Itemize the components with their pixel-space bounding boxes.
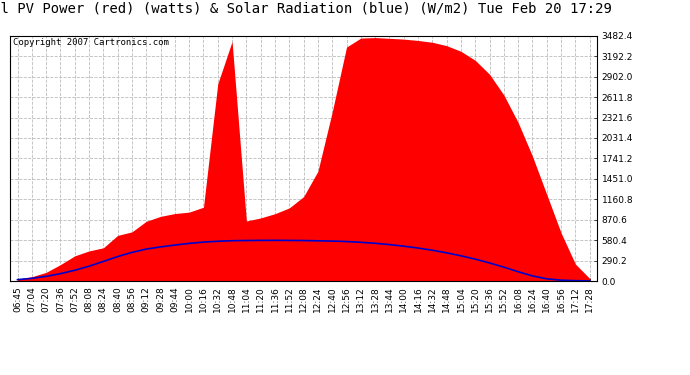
Text: Total PV Power (red) (watts) & Solar Radiation (blue) (W/m2) Tue Feb 20 17:29: Total PV Power (red) (watts) & Solar Rad… xyxy=(0,2,612,16)
Text: Copyright 2007 Cartronics.com: Copyright 2007 Cartronics.com xyxy=(13,38,169,47)
